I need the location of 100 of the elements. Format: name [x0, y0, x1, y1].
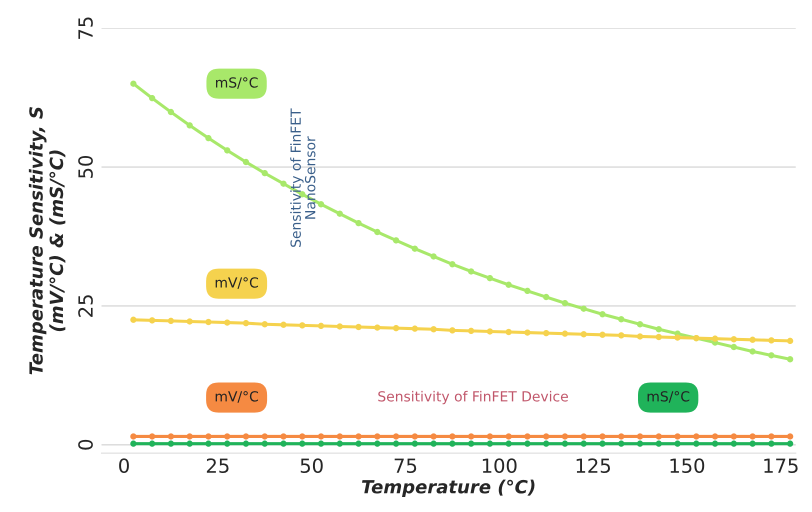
point: [242, 433, 250, 440]
y-tick-label: 25: [78, 295, 93, 317]
point: [768, 337, 774, 344]
point: [787, 338, 794, 344]
text: mS/°C: [648, 391, 690, 403]
point: [618, 332, 624, 338]
point: [730, 440, 737, 447]
point: [355, 433, 362, 440]
point: [299, 433, 306, 440]
point: [430, 433, 437, 440]
point: [656, 433, 662, 440]
point: [318, 433, 324, 440]
point: [449, 327, 456, 334]
point: [186, 433, 193, 440]
x-axis-title: Temperature (°C): [362, 480, 534, 498]
point: [205, 433, 212, 440]
point: [636, 440, 644, 447]
point: [636, 333, 644, 340]
x-tick-label: 0: [119, 458, 129, 474]
point: [355, 220, 362, 226]
point: [486, 433, 494, 440]
point: [562, 300, 568, 306]
point: [468, 328, 474, 334]
point: [749, 348, 756, 355]
point: [205, 135, 212, 142]
point: [374, 433, 380, 440]
point: [543, 330, 550, 336]
point: [412, 326, 418, 332]
point: [562, 330, 568, 337]
point: [730, 336, 737, 342]
point: [768, 440, 774, 447]
point: [318, 201, 324, 208]
point: [449, 261, 456, 268]
point: [262, 433, 268, 440]
point: [262, 321, 268, 328]
point: [318, 440, 324, 447]
point: [618, 316, 624, 322]
point: [599, 433, 606, 440]
point: [506, 328, 512, 336]
point: [449, 433, 456, 440]
point: [712, 440, 718, 447]
point: [636, 321, 644, 328]
point: [280, 180, 287, 187]
point: [787, 440, 794, 447]
point: [693, 440, 700, 447]
point: [787, 433, 794, 440]
point: [486, 440, 494, 447]
y-tick-label: 50: [78, 156, 93, 178]
x-tick-label: 100: [482, 458, 517, 474]
point: [224, 440, 230, 447]
point: [749, 440, 756, 447]
point: [636, 433, 644, 440]
point: [149, 317, 156, 324]
point: [262, 440, 268, 447]
point: [205, 318, 212, 326]
point: [168, 440, 174, 447]
point: [412, 440, 418, 447]
point: [374, 228, 380, 236]
x-tick-label: 125: [576, 458, 610, 474]
point: [149, 433, 156, 440]
point: [336, 433, 343, 440]
x-tick-label: 50: [300, 458, 323, 474]
point: [280, 440, 287, 447]
point: [580, 306, 587, 312]
point: [355, 440, 362, 447]
point: [618, 440, 624, 447]
point: [712, 336, 718, 342]
point: [168, 108, 174, 116]
annotation: Sensitivity of FinFET NanoSensor: [290, 108, 316, 247]
point: [149, 440, 156, 447]
point: [336, 440, 343, 447]
point: [693, 433, 700, 440]
point: [674, 334, 681, 341]
point: [392, 325, 400, 332]
point: [524, 440, 531, 447]
point: [392, 440, 400, 447]
point: [242, 440, 250, 447]
point: [355, 324, 362, 330]
point: [749, 433, 756, 440]
point: [130, 316, 137, 323]
point: [674, 440, 681, 447]
point: [580, 433, 587, 440]
text: mV/°C: [216, 277, 258, 289]
point: [468, 440, 474, 447]
point: [599, 311, 606, 318]
point: [374, 440, 380, 447]
x-tick-label: 175: [764, 458, 798, 474]
point: [374, 324, 380, 331]
point: [486, 275, 494, 282]
point: [205, 440, 212, 447]
point: [430, 326, 437, 332]
point: [186, 440, 193, 447]
point: [580, 440, 587, 447]
point: [392, 237, 400, 244]
point: [768, 352, 774, 358]
point: [430, 440, 437, 447]
point: [449, 440, 456, 447]
x-tick-label: 75: [394, 458, 416, 474]
point: [730, 433, 737, 440]
point: [543, 440, 550, 447]
